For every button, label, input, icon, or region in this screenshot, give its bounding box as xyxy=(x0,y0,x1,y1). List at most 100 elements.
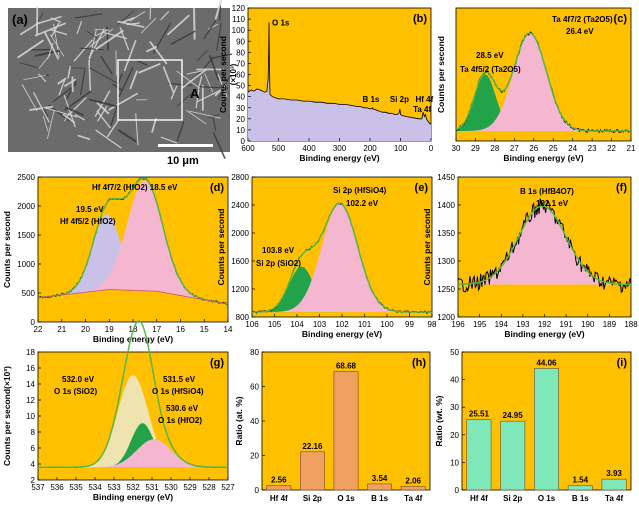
peak-annotation: O 1s (HfO2) xyxy=(158,416,202,425)
x-tick-label: 536 xyxy=(50,483,64,492)
sem-feature xyxy=(210,53,233,59)
sem-feature xyxy=(38,73,47,83)
sem-feature xyxy=(167,82,193,87)
y-tick-label: 18 xyxy=(26,348,35,357)
y-tick-label: 80 xyxy=(250,348,259,357)
x-tick-label: 195 xyxy=(473,320,487,329)
y-tick-label: 8 xyxy=(31,428,36,437)
sem-feature xyxy=(208,54,220,81)
x-tick-label: Si 2p xyxy=(503,494,522,503)
sem-feature xyxy=(42,115,49,131)
panel-h: 2.56 Hf 4f 22.16 Si 2p 68.68 O 1s 3.54 B 1s 2.06… xyxy=(234,348,431,503)
survey-line xyxy=(247,22,432,125)
y-tick-label: 20 xyxy=(236,115,245,124)
peak-annotation: Si 2p (HfSiO4) xyxy=(333,186,387,195)
y-tick-label: 80 xyxy=(236,48,245,57)
sem-feature xyxy=(65,106,85,117)
sem-feature xyxy=(208,114,220,119)
sem-feature xyxy=(193,7,196,40)
x-tick-label: 25 xyxy=(549,144,558,153)
sem-feature xyxy=(46,109,55,140)
y-tick-label: 100 xyxy=(232,26,246,35)
x-tick-label: 20 xyxy=(81,325,90,334)
sem-feature xyxy=(73,39,93,62)
y-axis-label: Counts per second(×10³) xyxy=(2,366,12,466)
sem-feature xyxy=(88,60,92,91)
y-tick-label: 20 xyxy=(450,431,459,440)
panel-label: (h) xyxy=(412,357,426,369)
x-tick-label: 537 xyxy=(31,483,45,492)
x-tick-label: Hf 4f xyxy=(470,494,488,503)
y-tick-label: 50 xyxy=(236,82,245,91)
panel-label: (i) xyxy=(617,357,628,369)
panel-g: 537 536 535 534 533 532 531 530 529 528 527 2 4 6 8 10 1… xyxy=(2,320,235,502)
sem-feature xyxy=(186,110,207,125)
y-tick-label: 1350 xyxy=(437,229,455,238)
y-tick-label: 2 xyxy=(31,476,36,485)
x-tick-label: B 1s xyxy=(371,494,388,503)
component-fill xyxy=(252,266,432,313)
x-tick-label: 531 xyxy=(145,483,159,492)
y-axis-label: Ratio (at. %) xyxy=(234,396,244,445)
y-tick-label: 30 xyxy=(236,104,245,113)
bar xyxy=(400,486,426,491)
panel-i: 25.51 Hf 4f 24.95 Si 2p 44.06 O 1s 1.54 B 1s 3.9… xyxy=(434,348,632,503)
sem-feature xyxy=(129,11,146,22)
sem-feature xyxy=(23,75,47,81)
sem-feature xyxy=(34,49,62,57)
peak-annotation: Ta 4f7/2 (Ta2O5) xyxy=(552,15,613,24)
peak-annotation: 530.6 eV xyxy=(166,404,199,413)
y-tick-label: 1200 xyxy=(231,285,249,294)
scalebar xyxy=(158,144,213,147)
x-tick-label: 300 xyxy=(333,144,347,153)
y-axis-label: Ratio (wt. %) xyxy=(434,395,444,446)
y-tick-label: 20 xyxy=(250,452,259,461)
bar-value-label: 2.56 xyxy=(271,476,287,485)
sem-feature xyxy=(68,67,86,69)
bar xyxy=(466,419,492,491)
x-axis-label: Binding energy (eV) xyxy=(503,153,583,163)
bar-value-label: 1.54 xyxy=(573,476,589,485)
sem-feature xyxy=(101,31,128,40)
panel-label: (g) xyxy=(210,357,224,369)
x-tick-label: 527 xyxy=(221,483,235,492)
x-tick-label: 26 xyxy=(529,144,538,153)
bar xyxy=(500,420,526,491)
y-tick-label: 1450 xyxy=(437,173,455,182)
x-tick-label: 14 xyxy=(224,325,233,334)
sem-feature xyxy=(118,67,134,98)
sem-feature xyxy=(58,79,66,96)
y-axis-label: Counts per second xyxy=(218,36,228,113)
sem-feature xyxy=(74,114,85,121)
x-tick-label: 103 xyxy=(313,320,327,329)
peak-annotation: O 1s (HfSiO4) xyxy=(152,387,204,396)
sem-feature xyxy=(86,30,98,39)
sem-feature xyxy=(214,0,223,20)
peak-annotation: Hf 4f7/2 (HfO2) 18.5 eV xyxy=(92,183,178,192)
y-tick-label: 10 xyxy=(236,126,245,135)
x-tick-label: 530 xyxy=(164,483,178,492)
component-fill xyxy=(38,214,228,304)
panel-d: 22 21 20 19 18 17 16 15 1405001000150020002500Bi… xyxy=(2,173,233,344)
sem-feature xyxy=(170,30,196,45)
bar-value-label: 22.16 xyxy=(302,442,323,451)
y-tick-label: 50 xyxy=(450,348,459,357)
y-tick-label: 40 xyxy=(450,376,459,385)
y-tick-label: 0 xyxy=(455,486,460,495)
peak-annotation: 531.5 eV xyxy=(163,375,196,384)
bar-value-label: 3.54 xyxy=(372,474,388,483)
x-tick-label: 532 xyxy=(126,483,140,492)
sem-feature xyxy=(64,78,77,87)
x-tick-label: 200 xyxy=(363,144,377,153)
y-tick-label: 800 xyxy=(236,313,250,322)
component-fill xyxy=(252,203,432,313)
panel-label: (f) xyxy=(616,182,627,194)
y-tick-label: 1000 xyxy=(17,260,35,269)
sem-feature xyxy=(217,73,228,97)
sem-feature xyxy=(76,20,83,34)
y-tick-label: 1600 xyxy=(231,257,249,266)
component-fill xyxy=(38,439,228,468)
sem-feature xyxy=(106,26,110,51)
sem-feature xyxy=(176,121,185,142)
x-tick-label: 98 xyxy=(428,320,437,329)
